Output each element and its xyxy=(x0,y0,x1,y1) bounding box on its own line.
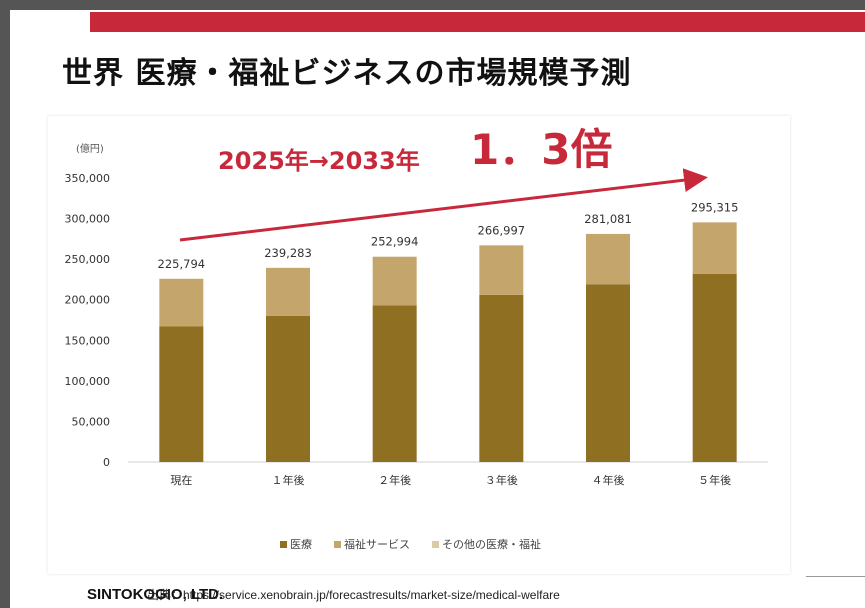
y-tick-label: 50,000 xyxy=(72,415,111,428)
company-name: SINTOKOGIO, LTD. xyxy=(87,586,224,603)
window-border-top xyxy=(0,0,865,10)
source-citation: 出典：https://service.xenobrain.jp/forecast… xyxy=(147,588,560,602)
total-data-label: 281,081 xyxy=(584,212,632,226)
bar-segment-fukushi xyxy=(159,278,204,327)
legend-label: 福祉サービス xyxy=(344,537,410,551)
bar-segment-iryo xyxy=(479,294,524,462)
y-tick-label: 350,000 xyxy=(65,172,111,185)
y-tick-label: 250,000 xyxy=(65,253,111,266)
bar-segment-iryo xyxy=(692,273,737,462)
total-data-label: 266,997 xyxy=(478,223,526,237)
footer: 出典：https://service.xenobrain.jp/forecast… xyxy=(87,584,560,603)
x-tick-label: 現在 xyxy=(170,474,192,487)
bar-segment-iryo xyxy=(159,326,204,462)
y-tick-label: 300,000 xyxy=(65,213,111,226)
y-tick-label: 200,000 xyxy=(65,294,111,307)
chart-legend: 医療 福祉サービス その他の医療・福祉 xyxy=(280,537,541,551)
bar-segment-iryo xyxy=(372,305,417,462)
bar-segment-iryo xyxy=(266,315,310,462)
annotation-period: 2025年→2033年 xyxy=(218,147,420,175)
total-data-label: 225,794 xyxy=(158,257,206,271)
bar-segment-fukushi xyxy=(586,233,630,285)
x-tick-label: ４年後 xyxy=(592,473,625,487)
legend-swatch xyxy=(334,541,341,548)
window-border-left xyxy=(0,10,10,608)
y-tick-label: 150,000 xyxy=(65,334,111,347)
y-tick-label: 100,000 xyxy=(65,375,111,388)
total-data-label: 252,994 xyxy=(371,235,419,249)
growth-arrow xyxy=(179,168,708,242)
x-tick-label: ２年後 xyxy=(378,473,411,487)
legend-swatch xyxy=(280,541,287,548)
slide-title: 世界 医療・福祉ビジネスの市場規模予測 xyxy=(62,56,632,91)
y-tick-label: 0 xyxy=(103,456,110,469)
bar-segment-fukushi xyxy=(266,267,310,316)
market-size-chart: (億円) 0 50,000 100,000 150,000 200,000 250,000… xyxy=(65,125,768,551)
chart-panel: (億円) 0 50,000 100,000 150,000 200,000 250,000… xyxy=(48,116,790,574)
x-tick-label: １年後 xyxy=(272,473,305,487)
total-data-label: 239,283 xyxy=(264,246,312,260)
bar-segment-fukushi xyxy=(372,256,417,306)
legend-swatch xyxy=(432,541,439,548)
legend-label: 医療 xyxy=(290,537,312,551)
bar-segment-fukushi xyxy=(479,245,524,295)
y-axis-title: (億円) xyxy=(76,142,104,155)
divider-line xyxy=(806,576,865,577)
annotation-multiplier: 1．3倍 xyxy=(470,125,612,174)
x-tick-label: ３年後 xyxy=(485,473,518,487)
legend-label: その他の医療・福祉 xyxy=(442,537,541,551)
bar-segment-fukushi xyxy=(692,222,737,274)
bar-segment-iryo xyxy=(586,284,630,462)
header-accent-band xyxy=(90,12,865,32)
x-tick-label: ５年後 xyxy=(698,473,731,487)
total-data-label: 295,315 xyxy=(691,200,739,214)
